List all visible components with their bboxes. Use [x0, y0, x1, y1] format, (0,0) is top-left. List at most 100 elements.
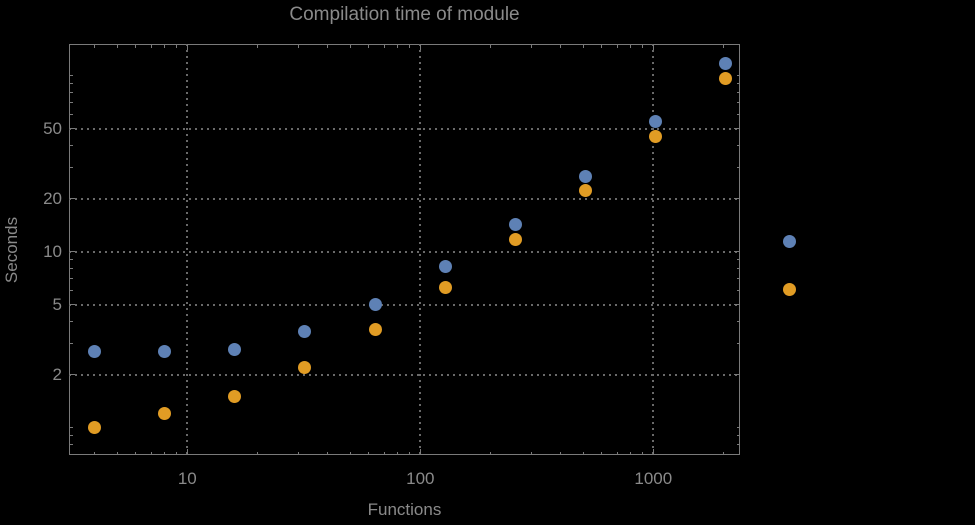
x-tick	[135, 44, 137, 48]
y-tick	[736, 259, 740, 261]
x-tick	[383, 44, 385, 48]
y-gridline	[69, 303, 740, 306]
data-point	[508, 218, 522, 232]
x-tick	[630, 451, 632, 455]
y-tick	[69, 268, 73, 270]
x-tick	[368, 44, 370, 48]
y-tick	[69, 145, 73, 147]
data-point	[88, 421, 102, 435]
y-tick	[69, 304, 75, 306]
x-tick	[94, 451, 96, 455]
y-tick	[734, 251, 740, 253]
x-tick	[297, 44, 299, 48]
x-tick-label: 100	[406, 469, 435, 488]
x-tick	[116, 451, 118, 455]
y-tick	[69, 44, 73, 46]
x-gridline	[186, 44, 189, 455]
y-gridline	[69, 250, 740, 253]
y-tick	[736, 321, 740, 323]
chart-title: Compilation time of module	[289, 4, 520, 25]
x-tick	[419, 44, 421, 50]
x-tick	[601, 44, 603, 48]
x-tick	[164, 451, 166, 455]
y-tick-label: 50	[43, 118, 62, 138]
x-tick	[722, 451, 724, 455]
y-tick	[69, 278, 73, 280]
data-point	[158, 345, 172, 359]
x-tick	[582, 44, 584, 48]
series-1-marker	[783, 235, 796, 248]
y-tick-label: 10	[43, 241, 62, 261]
y-tick	[734, 128, 740, 130]
x-tick	[397, 451, 399, 455]
y-tick	[736, 102, 740, 104]
x-tick	[150, 44, 152, 48]
x-tick	[256, 451, 258, 455]
y-tick	[69, 321, 73, 323]
x-tick	[560, 44, 562, 48]
x-tick	[642, 451, 644, 455]
y-tick	[736, 83, 740, 85]
x-gridline	[419, 44, 422, 455]
data-point	[719, 57, 733, 71]
data-point	[579, 184, 593, 198]
y-tick	[736, 427, 740, 429]
data-point	[158, 407, 172, 421]
y-tick	[736, 435, 740, 437]
y-gridline	[69, 197, 740, 200]
y-gridline	[69, 373, 740, 376]
y-tick	[69, 167, 73, 169]
x-gridline	[652, 44, 655, 455]
x-tick	[256, 44, 258, 48]
x-tick-label: 1000	[634, 469, 673, 488]
data-point	[228, 342, 242, 356]
x-tick	[642, 44, 644, 48]
x-tick	[327, 451, 329, 455]
data-point	[88, 345, 102, 359]
y-tick	[736, 278, 740, 280]
x-tick	[530, 451, 532, 455]
y-tick	[736, 343, 740, 345]
data-point	[368, 323, 382, 337]
y-tick	[69, 92, 73, 94]
plot-frame	[69, 44, 740, 455]
x-tick	[582, 451, 584, 455]
y-tick	[69, 83, 73, 85]
x-tick	[489, 44, 491, 48]
x-tick	[630, 44, 632, 48]
y-tick	[69, 251, 75, 253]
x-tick	[186, 44, 188, 50]
x-tick	[176, 451, 178, 455]
y-tick-label: 2	[52, 364, 62, 384]
data-point	[649, 129, 663, 143]
x-tick	[397, 44, 399, 48]
series-2-marker	[783, 282, 796, 296]
x-tick	[135, 451, 137, 455]
y-tick	[736, 92, 740, 94]
x-tick	[349, 44, 351, 48]
y-tick	[69, 102, 73, 104]
x-tick	[150, 451, 152, 455]
data-point	[368, 298, 382, 312]
y-tick	[69, 374, 75, 376]
x-axis-label: Functions	[367, 500, 442, 519]
x-tick	[409, 451, 411, 455]
y-tick	[734, 374, 740, 376]
data-point	[508, 233, 522, 247]
x-tick	[722, 44, 724, 48]
y-tick-label: 20	[43, 188, 62, 208]
x-tick	[94, 44, 96, 48]
y-tick	[736, 44, 740, 46]
data-point	[298, 325, 312, 339]
x-tick	[530, 44, 532, 48]
y-tick	[736, 268, 740, 270]
y-tick	[69, 435, 73, 437]
y-tick	[69, 75, 73, 77]
x-tick	[164, 44, 166, 48]
x-tick	[652, 44, 654, 50]
data-point	[579, 169, 593, 183]
x-tick	[186, 449, 188, 455]
x-tick	[297, 451, 299, 455]
x-tick	[601, 451, 603, 455]
